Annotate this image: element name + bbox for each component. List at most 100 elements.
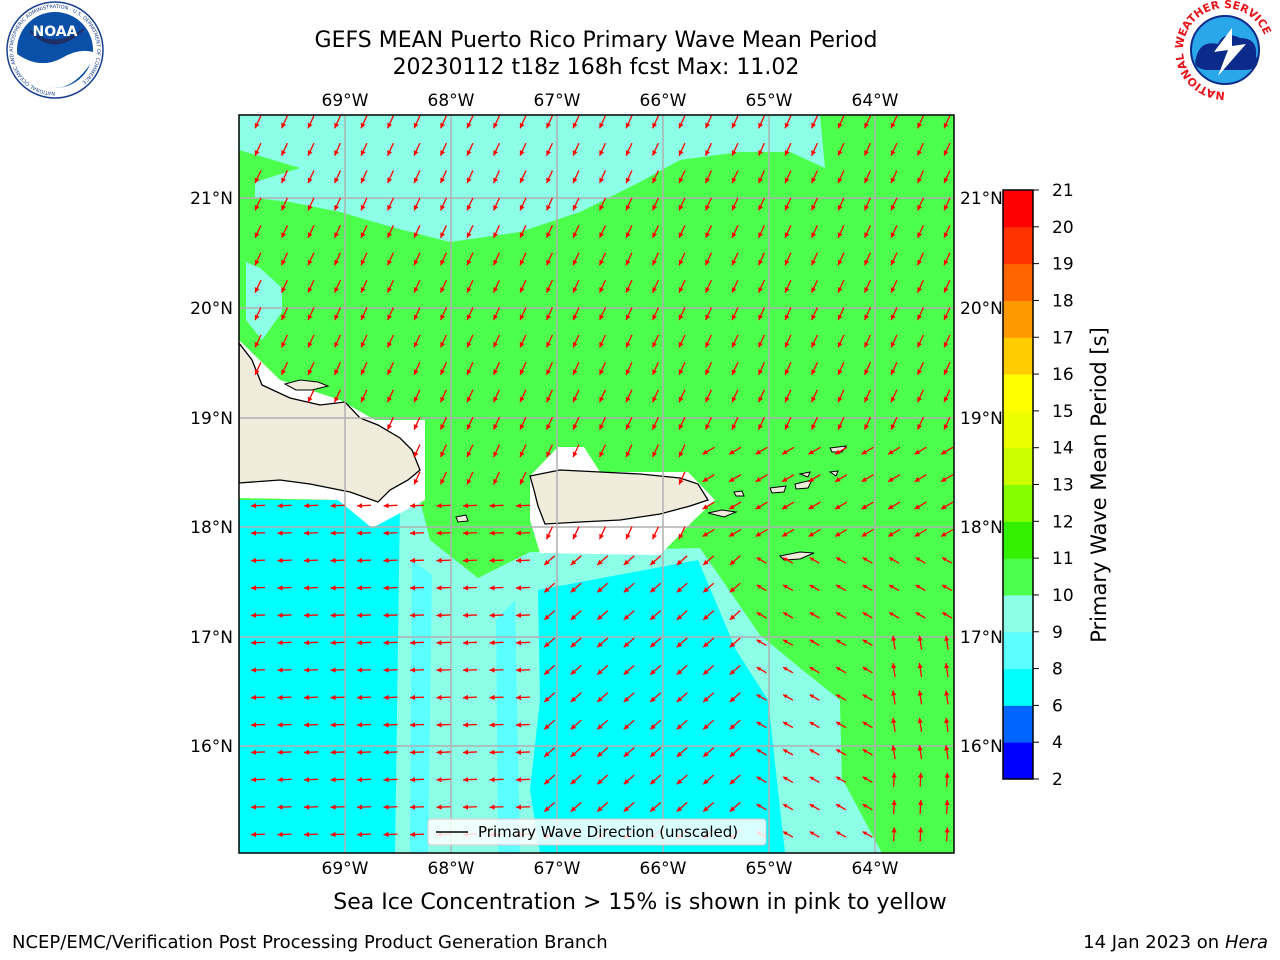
wave-arrow-head xyxy=(410,503,416,509)
wave-arrow-head xyxy=(836,612,841,617)
wave-arrow-head xyxy=(277,585,283,591)
wave-arrow-head xyxy=(466,424,472,430)
wave-arrow-head xyxy=(864,287,869,293)
wave-arrow-head xyxy=(463,585,469,591)
wave-arrow-head xyxy=(463,667,469,673)
wave-arrow-head xyxy=(383,557,389,564)
wave-arrow-head xyxy=(915,557,921,562)
wave-arrow-head xyxy=(652,533,657,540)
wave-arrow-head xyxy=(516,804,522,810)
wave-arrow-head xyxy=(599,150,604,156)
wave-arrow-head xyxy=(387,122,392,129)
colorbar-tick-label: 16 xyxy=(1052,365,1074,385)
wave-arrow-head xyxy=(623,559,630,566)
wave-arrow-head xyxy=(861,504,868,510)
lon-top-4: 65°W xyxy=(746,91,793,111)
wave-arrow-head xyxy=(440,369,445,375)
wave-arrow-head xyxy=(599,451,604,458)
wave-arrow-head xyxy=(357,831,363,838)
wave-arrow-head xyxy=(784,122,790,129)
wave-arrow-head xyxy=(784,314,790,321)
wave-arrow-head xyxy=(546,451,551,458)
wave-arrow-head xyxy=(281,369,286,375)
wave-arrow-head xyxy=(811,122,816,129)
wave-arrow-head xyxy=(705,204,710,211)
wave-arrow-head xyxy=(304,530,310,536)
wave-arrow-head xyxy=(410,804,416,810)
wave-arrow-head xyxy=(943,204,949,211)
wave-arrow-head xyxy=(334,204,339,211)
wave-arrow-head xyxy=(570,641,577,648)
wave-arrow-head xyxy=(890,314,896,321)
wave-arrow-head xyxy=(360,369,366,375)
wave-arrow-head xyxy=(758,177,763,184)
lat-left-5: 16°N xyxy=(190,737,233,757)
wave-arrow-head xyxy=(516,585,522,591)
wave-arrow-head xyxy=(360,177,366,184)
wave-arrow-head xyxy=(758,287,763,293)
wave-arrow-head xyxy=(357,503,363,509)
colorbar-tick-label: 20 xyxy=(1052,218,1074,238)
wave-arrow-head xyxy=(489,722,495,728)
wave-arrow-head xyxy=(546,259,551,266)
lat-left-2: 19°N xyxy=(190,409,233,429)
colorbar-swatch xyxy=(1003,521,1033,559)
wave-arrow-head xyxy=(809,722,815,726)
wave-arrow-head xyxy=(413,150,419,156)
wave-arrow-head xyxy=(410,831,416,838)
wave-arrow-head xyxy=(330,749,336,755)
wave-arrow-head xyxy=(917,424,922,430)
sea-ice-note: Sea Ice Concentration > 15% is shown in … xyxy=(333,890,947,915)
wave-arrow-head xyxy=(277,612,283,618)
wave-arrow-head xyxy=(360,204,366,211)
wave-arrow-head xyxy=(862,639,868,644)
wave-arrow-head xyxy=(756,722,762,726)
wave-arrow-head xyxy=(413,341,419,348)
wave-arrow-head xyxy=(891,717,897,724)
culebra-island xyxy=(733,490,745,497)
wave-arrow-head xyxy=(572,122,578,129)
wave-arrow-head xyxy=(440,341,445,348)
wave-arrow-head xyxy=(383,804,389,810)
wave-arrow-head xyxy=(544,559,550,566)
wave-arrow-head xyxy=(440,122,445,129)
wave-arrow-head xyxy=(304,667,310,673)
wave-arrow-head xyxy=(758,122,763,129)
wave-arrow-head xyxy=(383,530,389,536)
wave-arrow-head xyxy=(729,531,735,537)
wave-arrow-head xyxy=(516,667,522,673)
wave-arrow-head xyxy=(888,531,894,537)
wave-arrow-head xyxy=(544,778,550,785)
wave-arrow-head xyxy=(783,749,788,754)
wave-arrow-head xyxy=(251,530,257,536)
wave-arrow-head xyxy=(330,722,336,728)
wave-arrow-head xyxy=(357,640,363,646)
wave-arrow-head xyxy=(623,614,630,620)
wave-arrow-head xyxy=(676,614,683,620)
wave-arrow-head xyxy=(304,640,310,646)
wave-arrow-head xyxy=(703,751,709,757)
wave-arrow-head xyxy=(387,314,392,321)
wave-arrow-head xyxy=(917,122,922,129)
wave-arrow-head xyxy=(729,724,736,730)
colorbar-swatch xyxy=(1003,337,1033,375)
wave-arrow-head xyxy=(678,341,684,348)
wave-arrow-head xyxy=(729,476,735,482)
wave-arrow-head xyxy=(357,694,363,701)
wave-arrow-head xyxy=(572,314,578,321)
wave-arrow-head xyxy=(254,150,260,156)
wave-arrow-head xyxy=(570,587,577,593)
wave-arrow-head xyxy=(914,476,921,482)
wave-arrow-head xyxy=(808,504,815,510)
colorbar-tick-label: 12 xyxy=(1052,512,1074,532)
colorbar-swatch xyxy=(1003,668,1033,706)
wave-arrow-head xyxy=(729,559,736,566)
wave-arrow-head xyxy=(307,177,313,184)
wave-arrow-head xyxy=(277,777,283,783)
wave-arrow-head xyxy=(811,396,816,403)
wave-arrow-head xyxy=(436,667,442,673)
wave-arrow-head xyxy=(436,640,442,646)
colorbar-tick-label: 18 xyxy=(1052,291,1074,311)
wave-arrow-head xyxy=(917,204,922,211)
wave-arrow-head xyxy=(436,557,442,564)
